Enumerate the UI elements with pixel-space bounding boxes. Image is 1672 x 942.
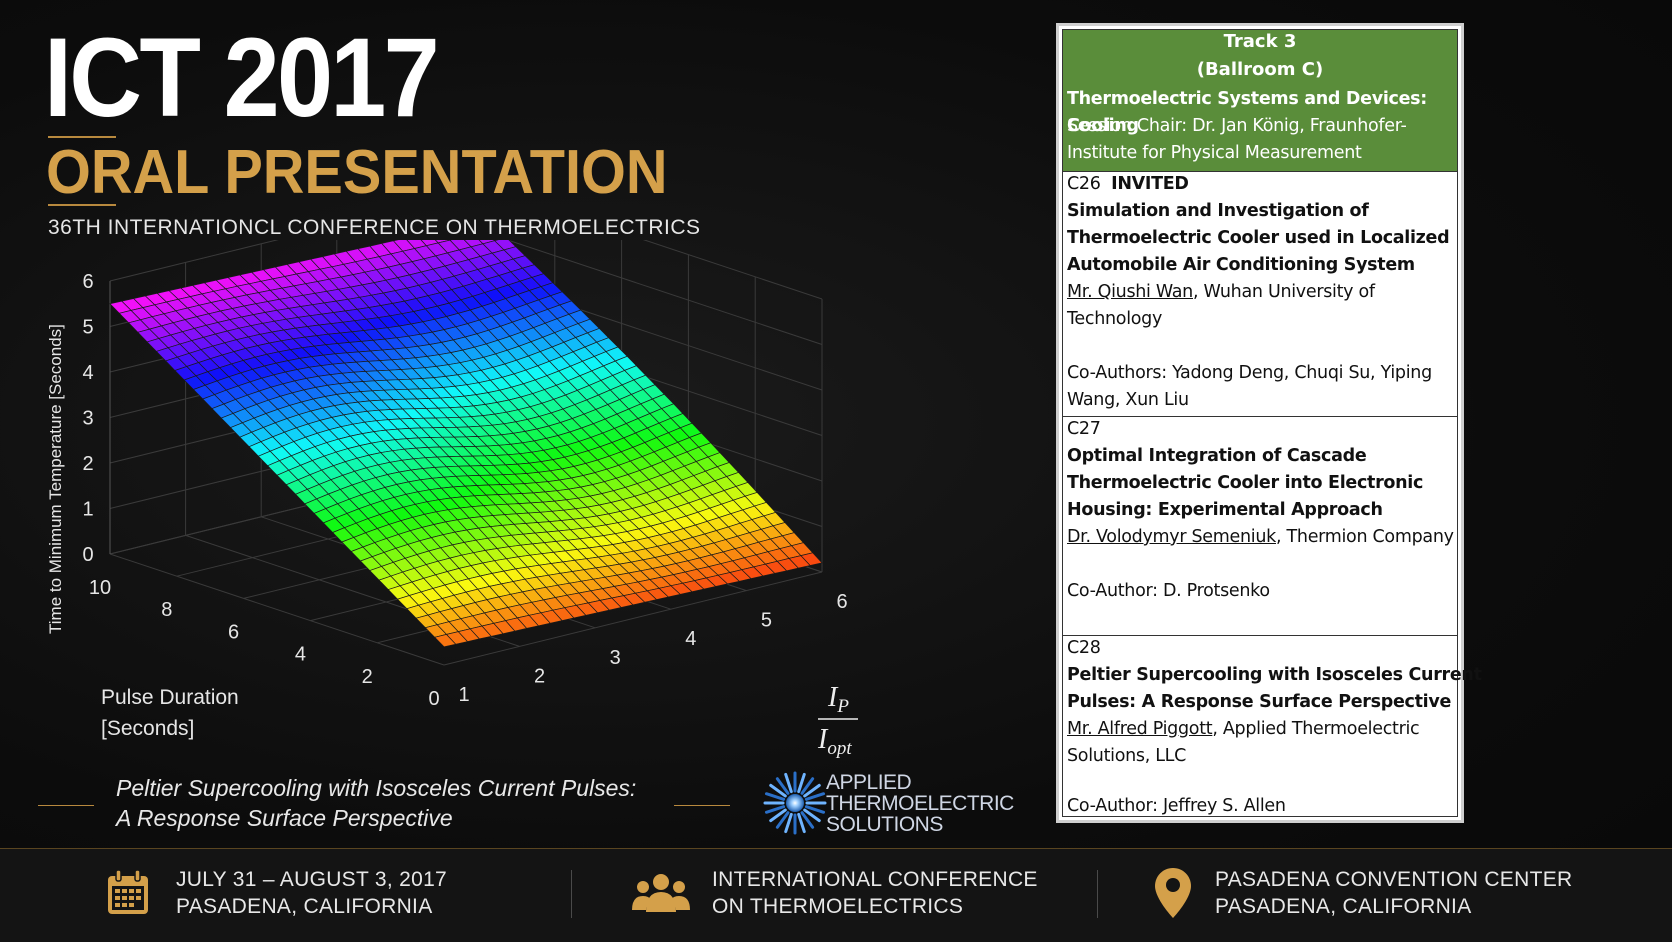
- z-tick-label: 0: [82, 544, 93, 566]
- track-title: Track 3: [1063, 31, 1457, 52]
- company-logo-text: APPLIED THERMOELECTRIC SOLUTIONS: [826, 772, 1014, 835]
- footer-conference: INTERNATIONAL CONFERENCE ON THERMOELECTR…: [712, 866, 1038, 920]
- z-axis-label: Time to Minimum Temperature [Seconds]: [46, 324, 65, 634]
- x-tick-label: 1: [458, 684, 469, 706]
- event-title: ICT 2017: [44, 22, 437, 134]
- z-tick-label: 1: [82, 499, 93, 521]
- paper-title-line: Optimal Integration of Cascade: [1067, 443, 1455, 470]
- x-axis-label: IP Iopt: [817, 682, 858, 759]
- paper-entry-c28: C28 Peltier Supercooling with Isosceles …: [1063, 635, 1457, 820]
- calendar-icon: [106, 870, 150, 916]
- paper-title-line: Peltier Supercooling with Isosceles Curr…: [1067, 662, 1455, 689]
- paper-coauthors: Co-Authors: Yadong Deng, Chuqi Su, Yipin…: [1067, 360, 1455, 387]
- presenter-name-link[interactable]: Mr. Qiushi Wan: [1067, 282, 1193, 302]
- y-axis-label-line1: Pulse Duration: [101, 686, 239, 709]
- y-tick-label: 4: [295, 644, 306, 666]
- y-tick-label: 8: [161, 599, 172, 621]
- paper-presenter-line: Dr. Volodymyr Semeniuk, Thermion Company: [1067, 524, 1455, 551]
- presenter-affiliation: , Wuhan University of: [1193, 282, 1375, 302]
- paper-title-line: Housing: Experimental Approach: [1067, 497, 1455, 524]
- z-tick-label: 6: [82, 271, 93, 293]
- y-tick-label: 10: [89, 577, 111, 599]
- track-schedule-inner: Track 3 (Ballroom C) Thermoelectric Syst…: [1062, 29, 1458, 817]
- paper-presenter-line: Mr. Qiushi Wan, Wuhan University of: [1067, 279, 1455, 306]
- conference-name: 36TH INTERNATIONCL CONFERENCE ON THERMOE…: [48, 216, 701, 240]
- presenter-name-link[interactable]: Mr. Alfred Piggott: [1067, 719, 1212, 739]
- x-tick-label: 2: [534, 665, 545, 687]
- track-room: (Ballroom C): [1063, 59, 1457, 80]
- paper-code: C28: [1067, 635, 1455, 662]
- z-tick-label: 3: [82, 408, 93, 430]
- presenter-affiliation: , Thermion Company: [1276, 527, 1454, 547]
- footer-date-line-1: JULY 31 – AUGUST 3, 2017: [176, 866, 447, 893]
- x-tick-label: 4: [685, 628, 696, 650]
- footer-dates: JULY 31 – AUGUST 3, 2017 PASADENA, CALIF…: [176, 866, 447, 920]
- caption-rule-right: [674, 805, 730, 806]
- x-tick-label: 3: [610, 647, 621, 669]
- x-tick-label: 5: [761, 610, 772, 632]
- z-tick-label: 5: [82, 317, 93, 339]
- track-header: Track 3 (Ballroom C) Thermoelectric Syst…: [1063, 30, 1457, 172]
- paper-entry-c26: C26 INVITED Simulation and Investigation…: [1063, 171, 1457, 417]
- x-axis-label-denominator: Iopt: [817, 724, 852, 759]
- caption-line-1: Peltier Supercooling with Isosceles Curr…: [116, 773, 636, 803]
- y-tick-label: 6: [228, 621, 239, 643]
- z-tick-label: 4: [82, 362, 93, 384]
- paper-code: C26: [1067, 174, 1101, 194]
- footer-divider-1: [571, 870, 572, 918]
- y-tick-label: 0: [428, 688, 439, 710]
- paper-presenter-line: Mr. Alfred Piggott, Applied Thermoelectr…: [1067, 716, 1455, 743]
- footer-venue: PASADENA CONVENTION CENTER PASADENA, CAL…: [1215, 866, 1572, 920]
- caption-line-2: A Response Surface Perspective: [116, 803, 636, 833]
- x-tick-label: 6: [836, 591, 847, 613]
- people-icon: [632, 872, 690, 914]
- session-chair-line-2: Institute for Physical Measurement: [1067, 140, 1455, 167]
- footer-venue-line-2: PASADENA, CALIFORNIA: [1215, 893, 1572, 920]
- presenter-name-link[interactable]: Dr. Volodymyr Semeniuk: [1067, 527, 1276, 547]
- footer-divider-2: [1097, 870, 1098, 918]
- x-axis-label-numerator: IP: [827, 682, 849, 717]
- z-tick-label: 2: [82, 453, 93, 475]
- footer-conf-line-1: INTERNATIONAL CONFERENCE: [712, 866, 1038, 893]
- footer-conf-line-2: ON THERMOELECTRICS: [712, 893, 1038, 920]
- session-chair: Session Chair: Dr. Jan König, Fraunhofer…: [1067, 113, 1455, 167]
- logo-line-2: THERMOELECTRIC: [826, 793, 1014, 814]
- paper-tag: INVITED: [1111, 174, 1189, 194]
- starburst-logo-icon: [762, 770, 828, 836]
- paper-code: C27: [1067, 416, 1455, 443]
- logo-line-1: APPLIED: [826, 772, 1014, 793]
- presenter-affiliation: , Applied Thermoelectric: [1212, 719, 1419, 739]
- paper-coauthors: Co-Author: D. Protsenko: [1067, 578, 1455, 605]
- footer-date-line-2: PASADENA, CALIFORNIA: [176, 893, 447, 920]
- paper-code-line: C26 INVITED: [1067, 171, 1455, 198]
- paper-title-line: Simulation and Investigation of: [1067, 198, 1455, 225]
- presentation-type: ORAL PRESENTATION: [46, 142, 667, 204]
- paper-entry-c27: C27 Optimal Integration of Cascade Therm…: [1063, 416, 1457, 636]
- surface-mesh: [110, 240, 822, 647]
- logo-line-3: SOLUTIONS: [826, 814, 1014, 835]
- y-axis-label-line2: [Seconds]: [101, 717, 194, 740]
- title-rule-bottom: [48, 204, 116, 206]
- presentation-caption: Peltier Supercooling with Isosceles Curr…: [116, 773, 636, 833]
- footer-venue-line-1: PASADENA CONVENTION CENTER: [1215, 866, 1572, 893]
- y-tick-label: 2: [362, 666, 373, 688]
- session-chair-line-1: Session Chair: Dr. Jan König, Fraunhofer…: [1067, 113, 1455, 140]
- paper-title-line: Pulses: A Response Surface Perspective: [1067, 689, 1455, 716]
- track-schedule-table: Track 3 (Ballroom C) Thermoelectric Syst…: [1056, 23, 1464, 823]
- paper-coauthors: Co-Author: Jeffrey S. Allen: [1067, 793, 1455, 820]
- location-pin-icon: [1155, 868, 1191, 918]
- presenter-affiliation-cont: Technology: [1067, 306, 1455, 333]
- presenter-affiliation-cont: Solutions, LLC: [1067, 743, 1455, 770]
- paper-title-line: Thermoelectric Cooler used in Localized: [1067, 225, 1455, 252]
- caption-rule-left: [38, 805, 94, 806]
- paper-coauthors: Wang, Xun Liu: [1067, 387, 1455, 414]
- paper-title-line: Thermoelectric Cooler into Electronic: [1067, 470, 1455, 497]
- paper-title-line: Automobile Air Conditioning System: [1067, 252, 1455, 279]
